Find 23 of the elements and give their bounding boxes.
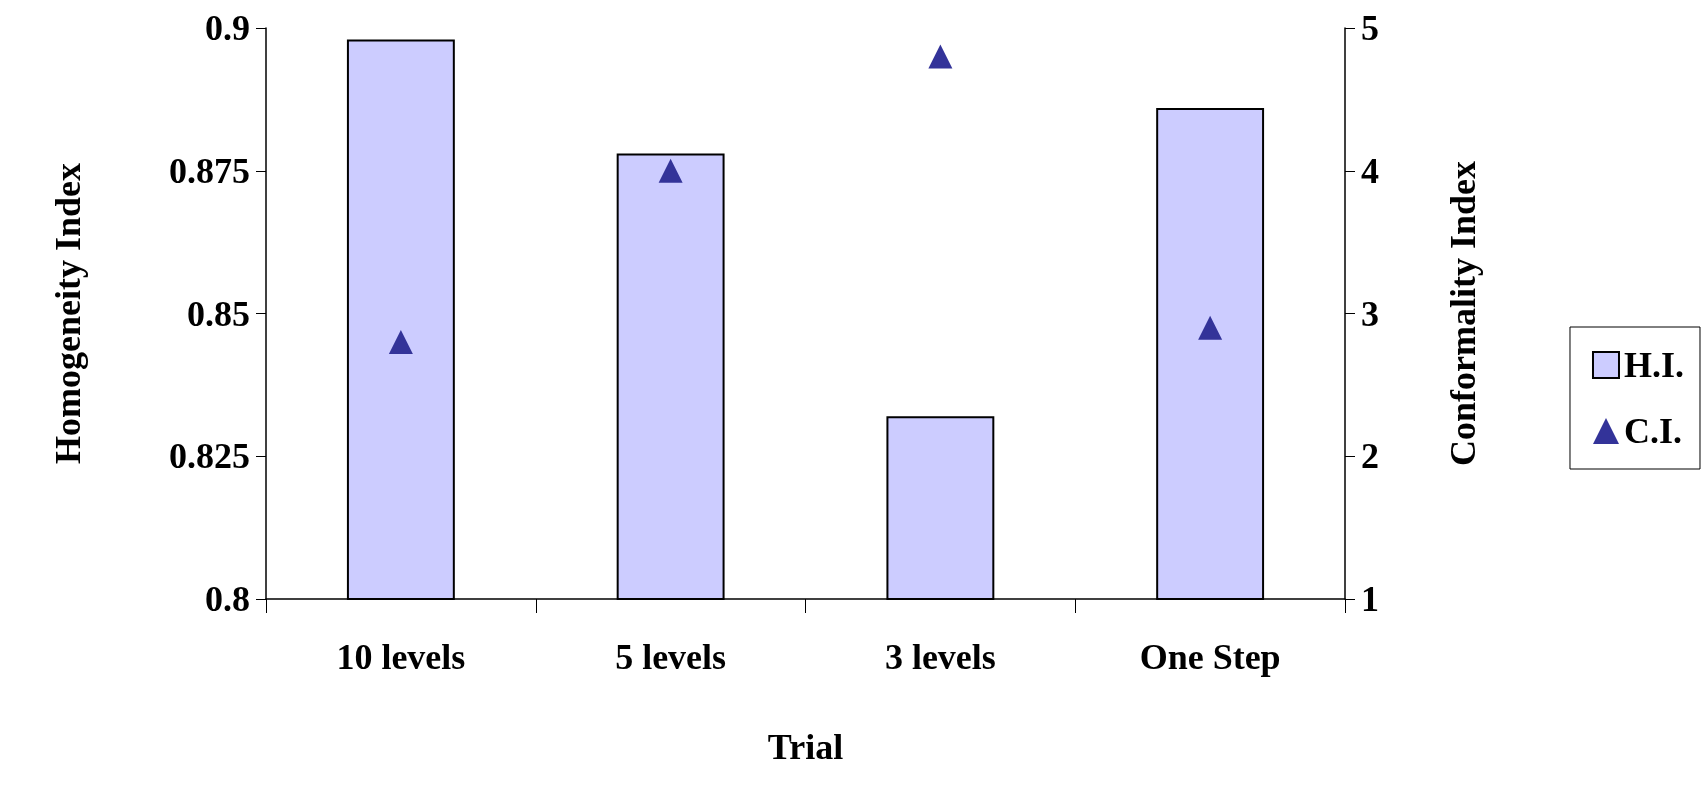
point	[388, 330, 413, 355]
y2-axis-title: Conformality Index	[1443, 161, 1483, 466]
x-tick-label: 3 levels	[884, 637, 996, 677]
y-tick-label: 0.875	[169, 150, 250, 191]
x-axis-title: Trial	[767, 727, 844, 767]
legend-label: C.I.	[1623, 411, 1682, 451]
y2-tick-label: 4	[1361, 150, 1379, 191]
point	[658, 158, 683, 183]
legend-label: H.I.	[1623, 345, 1684, 385]
y-tick-label: 0.9	[205, 8, 250, 48]
x-tick-label: 10 levels	[336, 637, 466, 677]
y2-tick-label: 1	[1361, 579, 1379, 619]
y-tick-label: 0.85	[187, 293, 250, 334]
y-axis-title: Homogeneity Index	[48, 163, 88, 464]
point	[928, 44, 953, 69]
y2-tick-label: 5	[1361, 8, 1379, 48]
point	[1198, 315, 1223, 340]
y-tick-label: 0.825	[169, 436, 250, 477]
y2-tick-label: 2	[1361, 436, 1379, 477]
y2-tick-label: 3	[1361, 293, 1379, 334]
x-tick-label: One Step	[1139, 637, 1281, 677]
y-tick-label: 0.8	[205, 579, 250, 619]
x-tick-label: 5 levels	[615, 637, 727, 677]
